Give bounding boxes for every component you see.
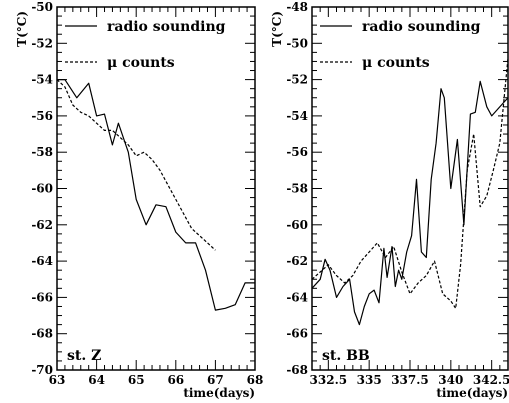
radio-sounding-line	[311, 80, 509, 326]
y-tick-label: -64	[31, 254, 53, 268]
legend-label: μ counts	[362, 55, 430, 71]
y-tick-label: -54	[286, 109, 308, 123]
legend-label: radio sounding	[362, 19, 481, 35]
y-tick-label: -62	[286, 254, 308, 268]
y-tick-label: -64	[286, 290, 308, 304]
y-tick-label: -68	[286, 363, 308, 377]
y-axis-label: T(°C)	[15, 11, 29, 47]
y-tick-label: -52	[286, 73, 308, 87]
y-tick-label: -52	[31, 36, 53, 50]
y-tick-label: -66	[286, 327, 308, 341]
mu-counts-line	[311, 57, 509, 309]
legend-label: μ counts	[107, 55, 175, 71]
y-tick-label: -66	[31, 290, 53, 304]
y-tick-label: -62	[31, 218, 53, 232]
y-tick-label: -58	[31, 145, 53, 159]
panel-st-bb: -68 -66 -64 -62 -60 -58 -56 -54 -52 -50 -48 332.5 33…	[270, 0, 509, 400]
legend-label: radio sounding	[107, 19, 226, 35]
x-tick-label: 332.5	[310, 373, 348, 387]
y-tick-label: -68	[31, 327, 53, 341]
y-tick-label: -48	[286, 0, 308, 14]
y-tick-label: -58	[286, 182, 308, 196]
y-tick-label: -70	[31, 363, 53, 377]
x-tick-label: 66	[167, 373, 184, 387]
y-tick-label: -60	[286, 218, 308, 232]
y-tick-label: -54	[31, 73, 53, 87]
x-tick-label: 342.5	[473, 373, 509, 387]
x-tick-label: 340	[438, 373, 463, 387]
x-tick-label: 337.5	[391, 373, 429, 387]
y-tick-label: -50	[286, 36, 308, 50]
x-tick-label: 63	[49, 373, 66, 387]
x-tick-label: 68	[247, 373, 264, 387]
x-tick-label: 335	[357, 373, 382, 387]
panel-label: st. Z	[67, 348, 101, 364]
radio-sounding-line	[57, 78, 255, 311]
panel-label: st. BB	[322, 348, 370, 364]
y-axis-label: T(°C)	[270, 11, 284, 47]
panel-st-z: -70 -68 -66 -64 -62 -60 -58 -56 -54 -52 -50 63 64 65 6…	[15, 0, 263, 400]
y-tick-label: -56	[286, 145, 308, 159]
mu-counts-line	[56, 79, 216, 251]
y-tick-label: -60	[31, 182, 53, 196]
y-tick-label: -50	[31, 0, 53, 14]
y-tick-label: -56	[31, 109, 53, 123]
x-axis-label: time(days)	[436, 386, 508, 400]
x-tick-label: 67	[207, 373, 224, 387]
x-tick-label: 65	[128, 373, 145, 387]
x-tick-label: 64	[88, 373, 105, 387]
x-axis-label: time(days)	[183, 386, 255, 400]
